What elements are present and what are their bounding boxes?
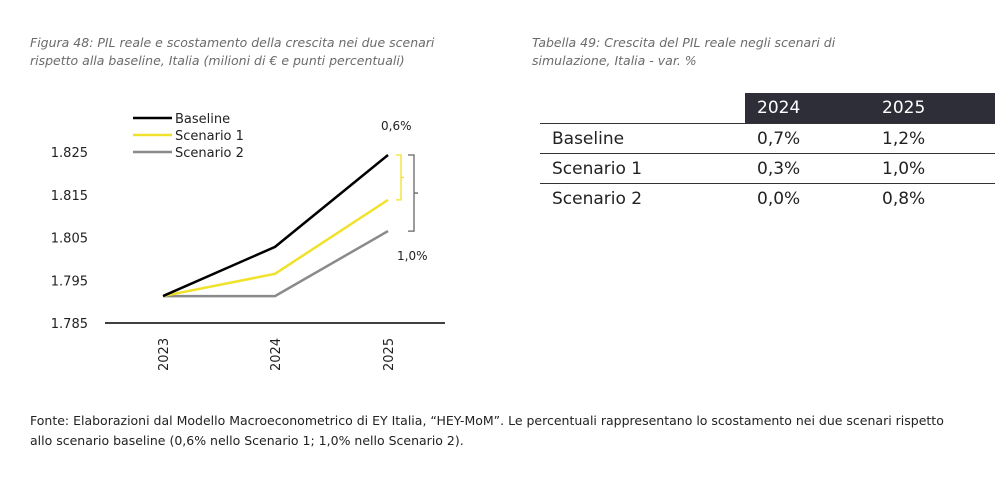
table-row: Scenario 1 0,3% 1,0% (540, 153, 995, 184)
legend-label: Scenario 1 (175, 129, 244, 144)
x-tick-label: 2025 (382, 338, 397, 371)
annotation-label: 0,6% (381, 119, 412, 133)
table-header-2025: 2025 (870, 93, 995, 124)
cell: 1,2% (870, 123, 995, 154)
cell: 0,0% (745, 183, 870, 213)
cell: 0,8% (870, 183, 995, 213)
table-header-blank (540, 93, 745, 124)
series-line-scenario-1 (162, 198, 389, 298)
x-tick-label: 2024 (269, 338, 284, 371)
y-tick-label: 1.785 (51, 317, 88, 332)
table-header-2024: 2024 (745, 93, 870, 124)
source-note: Fonte: Elaborazioni dal Modello Macroeco… (30, 413, 944, 448)
bracket-scenario-1 (396, 154, 404, 201)
series-line-baseline (162, 154, 389, 298)
y-tick-label: 1.795 (51, 274, 88, 289)
table-row: Scenario 2 0,0% 0,8% (540, 183, 995, 213)
cell: 0,3% (745, 153, 870, 184)
y-tick-label: 1.825 (51, 146, 88, 161)
bracket-scenario-2 (408, 154, 418, 232)
cell: 1,0% (870, 153, 995, 184)
legend-label: Scenario 2 (175, 146, 244, 161)
row-label: Scenario 2 (540, 183, 745, 213)
line-chart: 1.785 1.795 1.805 1.815 1.825 2023 2024 2025 Bas… (51, 112, 445, 371)
table-row: Baseline 0,7% 1,2% (540, 123, 995, 154)
growth-table: 2024 2025 Baseline 0,7% 1,2% Scenario 1 0,3… (540, 93, 995, 213)
annotation-label: 1,0% (397, 249, 428, 263)
row-label: Scenario 1 (540, 153, 745, 184)
x-tick-label: 2023 (157, 338, 172, 371)
y-tick-label: 1.805 (51, 232, 88, 247)
row-label: Baseline (540, 123, 745, 154)
series-line-scenario-2 (163, 230, 389, 298)
y-tick-label: 1.815 (51, 189, 88, 204)
table-caption: Tabella 49: Crescita del PIL reale negli… (532, 35, 836, 68)
legend-label: Baseline (175, 112, 230, 127)
figure-caption: Figura 48: PIL reale e scostamento della… (30, 35, 435, 68)
cell: 0,7% (745, 123, 870, 154)
